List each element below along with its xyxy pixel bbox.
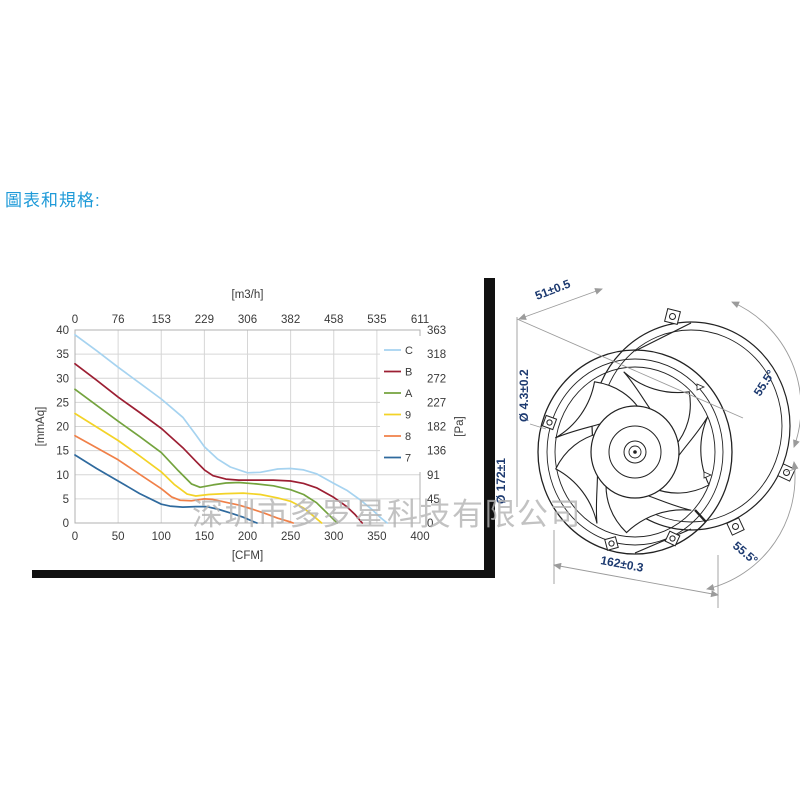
datum-marks: [694, 383, 713, 523]
left-axis-tick: 5: [63, 494, 69, 506]
bottom-axis-tick: 400: [410, 531, 429, 543]
left-axis-tick: 35: [56, 349, 69, 361]
bottom-axis-tick: 350: [367, 531, 386, 543]
top-axis-tick: 229: [195, 314, 214, 326]
fan-hub: [590, 405, 680, 499]
left-axis-tick: 20: [56, 422, 69, 434]
legend-label-C: C: [405, 345, 413, 357]
legend-label-8: 8: [405, 431, 411, 443]
right-axis-tick: 91: [427, 470, 440, 482]
fan-front-ring: [537, 349, 733, 555]
page-title: 圖表和規格:: [5, 191, 101, 210]
right-axis-tick: 272: [427, 373, 446, 385]
bottom-axis-tick: 0: [72, 531, 78, 543]
legend-label-9: 9: [405, 410, 411, 422]
right-axis-tick: 136: [427, 446, 446, 458]
top-axis-tick: 611: [411, 314, 429, 326]
left-axis-tick: 25: [56, 397, 69, 409]
fan-side-top: [634, 322, 692, 352]
right-axis-tick: 182: [427, 422, 446, 434]
right-axis-tick: 227: [427, 397, 446, 409]
series-A: [74, 388, 339, 524]
right-axis-tick: 0: [427, 518, 433, 530]
series-B: [74, 362, 364, 524]
series-9: [74, 412, 323, 524]
top-axis-tick: 535: [367, 314, 386, 326]
series-8: [74, 434, 295, 524]
fan-front-tabs: [541, 414, 681, 551]
left-axis-title: [mmAq]: [35, 407, 47, 447]
bottom-axis-tick: 300: [324, 531, 343, 543]
left-axis-tick: 15: [56, 446, 69, 458]
bottom-axis-tick: 200: [238, 531, 257, 543]
left-axis-tick: 30: [56, 373, 69, 385]
dim-mount-spacing: 162±0.3: [599, 553, 644, 575]
series-7: [74, 454, 258, 524]
top-axis-tick: 458: [324, 314, 343, 326]
dim-angle-top: 55.5°: [751, 367, 778, 398]
right-axis-tick: 45: [427, 494, 440, 506]
legend-label-B: B: [405, 367, 412, 379]
top-axis-tick: 0: [72, 314, 78, 326]
right-axis-title: [Pa]: [454, 416, 466, 436]
right-axis-tick: 363: [427, 325, 446, 337]
chart-panel: 0 0 40 363 76 50 35 318 153 100 30 272 229 150 25 227 30…: [32, 278, 495, 578]
dim-fan-diameter: Ø 172±1: [494, 458, 508, 504]
watermark: 深圳市多罗星科技有限公司: [192, 497, 582, 532]
dim-hole-diameter: Ø 4.3±0.2: [517, 369, 531, 422]
fan-side-bottom: [634, 528, 692, 554]
bottom-axis-tick: 250: [281, 531, 300, 543]
left-axis-tick: 10: [56, 470, 69, 482]
top-axis-tick: 153: [152, 314, 171, 326]
right-axis-tick: 318: [427, 349, 446, 361]
bottom-axis-tick: 100: [152, 531, 171, 543]
left-axis-tick: 0: [63, 518, 69, 530]
left-axis-tick: 40: [56, 325, 69, 337]
top-axis-tick: 382: [281, 314, 300, 326]
bottom-axis-tick: 50: [112, 531, 125, 543]
legend-box: [380, 336, 426, 472]
bottom-axis-title: [CFM]: [232, 550, 263, 562]
legend-label-7: 7: [405, 453, 411, 465]
fan-dimension-diagram: 51±0.5 Ø 4.3±0.2 Ø 172±1 162±0.3 55.5° 5…: [492, 272, 800, 612]
top-axis-title: [m3/h]: [232, 289, 264, 301]
dim-depth: 51±0.5: [533, 276, 573, 302]
top-axis-tick: 306: [238, 314, 257, 326]
series-C: [74, 333, 389, 524]
top-axis-tick: 76: [112, 314, 125, 326]
legend-label-A: A: [405, 388, 413, 400]
bottom-axis-tick: 150: [195, 531, 214, 543]
